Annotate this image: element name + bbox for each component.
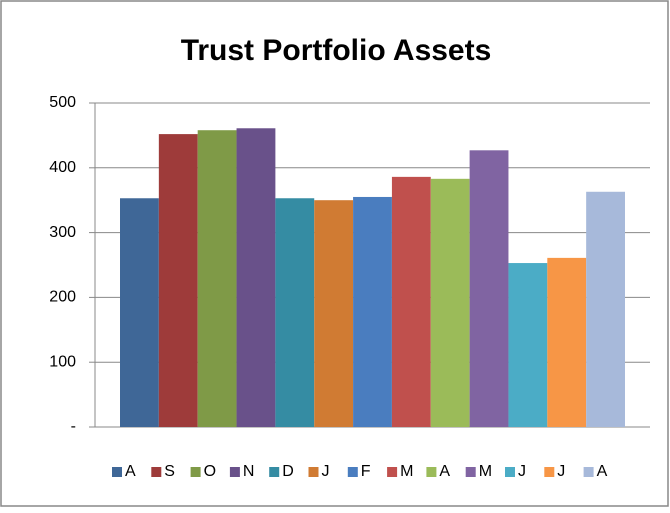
legend-label: O [204, 463, 216, 480]
chart-title: Trust Portfolio Assets [181, 34, 492, 67]
legend-label: S [164, 463, 175, 480]
bar [197, 130, 237, 427]
legend-swatch [112, 467, 122, 477]
bar [353, 196, 392, 427]
legend-swatch [308, 467, 319, 477]
legend-label: M [400, 463, 413, 480]
y-tick-label: 200 [49, 289, 76, 306]
bar [508, 263, 548, 427]
legend-label: D [282, 463, 294, 480]
legend-swatch [426, 467, 437, 477]
legend-swatch [544, 467, 555, 477]
legend-swatch [151, 467, 162, 477]
legend-label: J [322, 463, 330, 480]
y-tick-label: 100 [49, 353, 76, 370]
bar [158, 134, 198, 427]
legend-label: J [518, 463, 526, 480]
bar [391, 176, 431, 427]
bar [236, 128, 276, 427]
legend-swatch [269, 467, 280, 477]
bar [469, 150, 509, 427]
y-tick-label: 300 [49, 224, 76, 241]
legend-label: A [125, 463, 136, 480]
legend-label: A [439, 463, 450, 480]
legend-label: M [479, 463, 492, 480]
bar [314, 200, 354, 427]
legend-swatch [583, 467, 594, 477]
bar [120, 198, 159, 427]
legend-label: N [243, 463, 255, 480]
legend-swatch [505, 467, 515, 477]
bar [275, 198, 315, 427]
legend-label: J [557, 463, 565, 480]
legend-swatch [190, 467, 201, 477]
bar [547, 257, 587, 427]
legend-swatch [387, 467, 398, 477]
y-tick-label: 500 [49, 94, 76, 111]
legend-label: A [597, 463, 608, 480]
legend-swatch [465, 467, 476, 477]
bar [430, 178, 470, 427]
y-tick-label: - [71, 418, 76, 435]
bar [586, 191, 625, 427]
legend-swatch [347, 467, 358, 477]
legend-swatch [229, 467, 240, 477]
legend-label: F [361, 463, 371, 480]
y-tick-label: 400 [49, 159, 76, 176]
